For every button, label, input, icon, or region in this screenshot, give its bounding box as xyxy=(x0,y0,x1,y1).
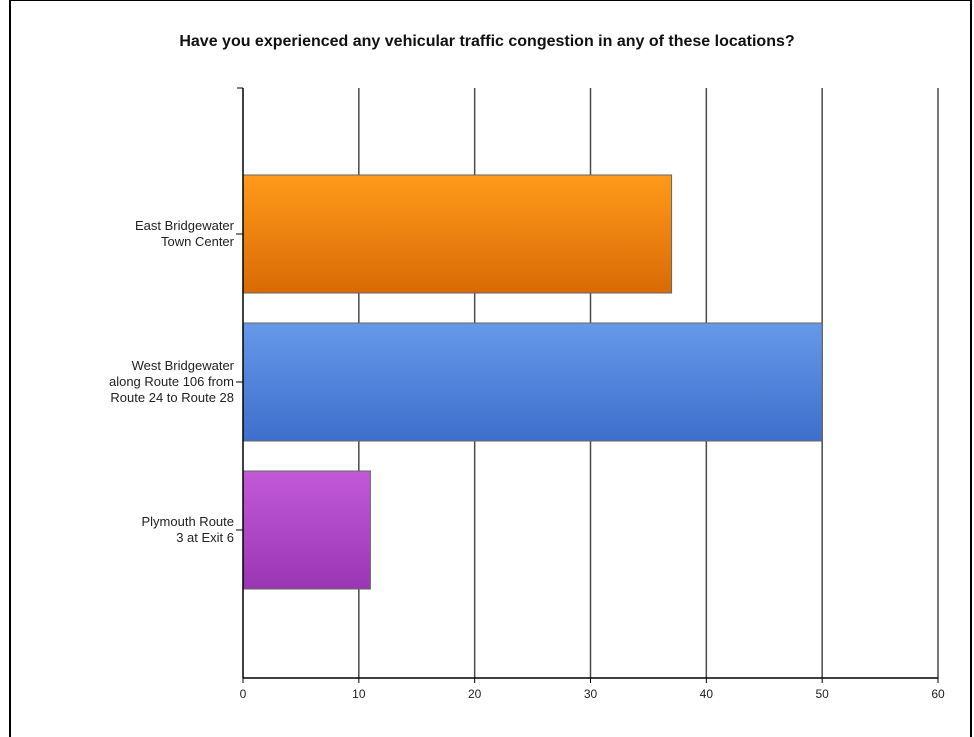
x-tick-label: 50 xyxy=(815,687,829,701)
category-label-line: East Bridgewater xyxy=(135,218,235,233)
bar xyxy=(242,322,823,442)
x-tick-label: 20 xyxy=(468,687,482,701)
category-label-line: 3 at Exit 6 xyxy=(176,530,234,545)
category-label: East Bridgewater Town Center xyxy=(135,218,235,249)
category-label-line: Plymouth Route xyxy=(142,514,235,529)
axes xyxy=(236,87,939,683)
category-label-line: Town Center xyxy=(161,234,235,249)
x-tick-label: 30 xyxy=(584,687,598,701)
category-label-line: Route 24 to Route 28 xyxy=(110,390,234,405)
x-tick-label: 40 xyxy=(700,687,714,701)
x-tick-label: 60 xyxy=(931,687,945,701)
labels: 0 10 20 30 40 50 60 East Bridgewater Town Center… xyxy=(109,218,945,701)
x-tick-label: 0 xyxy=(240,687,247,701)
category-label-line: along Route 106 from xyxy=(109,374,234,389)
category-label: West Bridgewater along Route 106 from Rout… xyxy=(109,358,235,405)
chart-title: Have you experienced any vehicular traff… xyxy=(179,33,795,50)
bar xyxy=(242,174,673,294)
category-label: Plymouth Route 3 at Exit 6 xyxy=(142,514,235,545)
x-tick-label: 10 xyxy=(352,687,366,701)
bars xyxy=(242,174,823,590)
category-label-line: West Bridgewater xyxy=(132,358,235,373)
bar xyxy=(242,470,371,590)
